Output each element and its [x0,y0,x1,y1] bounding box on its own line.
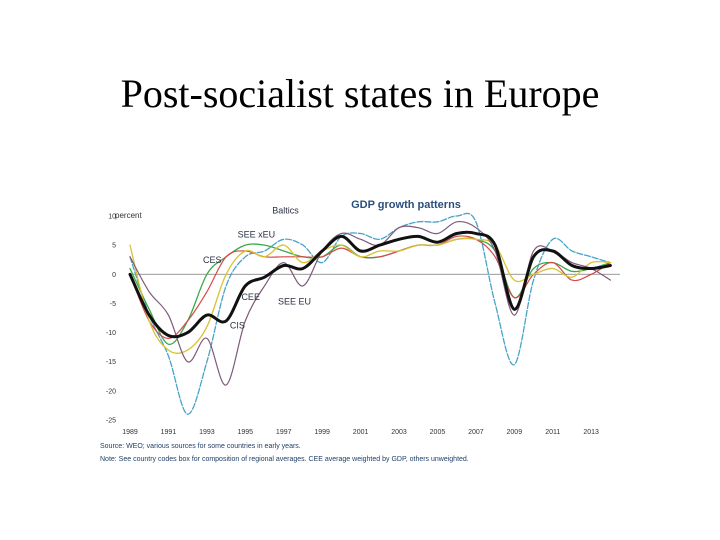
series-line-baltics [129,212,612,415]
x-tick-labels: 1989 1991 1993 1995 1997 1999 2001 2003 2005 2007… [122,429,599,436]
slide-title: Post-socialist states in Europe [120,71,600,116]
series-label-cis: CIS [230,320,245,330]
y-tick-label: -5 [110,301,116,308]
y-tick-label: 0 [112,272,116,279]
series-line-cis [129,220,611,386]
x-tick-label: 2011 [545,429,560,436]
series-line-see-eu [129,237,612,354]
y-tick-label: -25 [106,418,116,425]
x-tick-label: 2007 [468,429,484,436]
y-axis-unit-label: percent [115,211,142,220]
x-tick-label: 1993 [199,429,215,436]
x-tick-label: 1995 [238,429,254,436]
y-tick-labels: 10 5 0 -5 -10 -15 -20 -25 [106,214,116,425]
series-label-ces: CES [203,255,222,265]
series-label-cee: CEE [241,292,260,302]
x-tick-label: 2009 [507,429,523,436]
series-labels: Baltics SEE xEU CES CEE SEE EU CIS [203,206,311,331]
x-tick-label: 2005 [430,429,446,436]
chart-svg: GDP growth patterns percent 10 5 0 -5 -10 -15… [100,199,620,463]
x-tick-label: 2013 [583,429,599,436]
x-tick-label: 2003 [391,429,407,436]
x-tick-label: 2001 [353,429,369,436]
series-lines [128,212,612,415]
y-tick-label: 5 [112,243,116,250]
y-tick-label: -10 [106,330,116,337]
composition-note: Note: See country codes box for composit… [100,456,469,463]
gdp-growth-chart: GDP growth patterns percent 10 5 0 -5 -10 -15… [88,188,628,468]
x-tick-label: 1991 [161,429,177,436]
x-tick-label: 1989 [122,429,138,436]
series-label-baltics: Baltics [272,206,299,216]
series-line-ces [129,235,611,339]
x-tick-label: 1997 [276,429,292,436]
y-tick-label: -15 [106,359,116,366]
y-tick-label: -20 [106,388,116,395]
y-tick-label: 10 [108,214,116,221]
series-label-see-eu: SEE EU [278,297,311,307]
series-label-see-xeu: SEE xEU [238,230,276,240]
series-line-cee [128,230,612,339]
x-tick-label: 1999 [314,429,330,436]
source-note: Source: WEO; various sources for some co… [100,443,301,450]
chart-title: GDP growth patterns [351,199,461,211]
